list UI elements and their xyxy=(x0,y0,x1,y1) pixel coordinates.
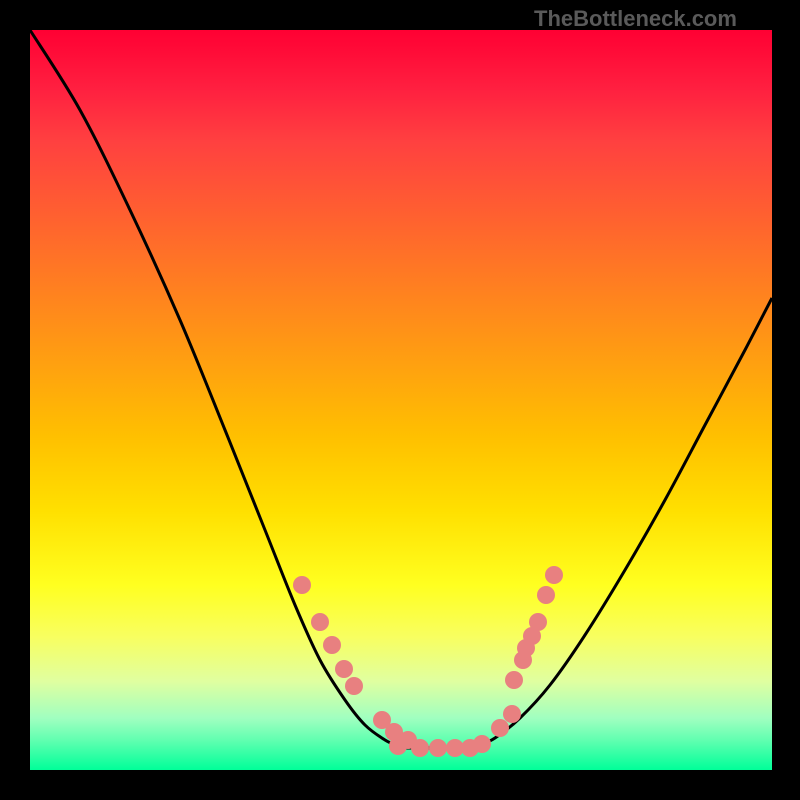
watermark-text: TheBottleneck.com xyxy=(534,6,737,32)
chart-frame: TheBottleneck.com xyxy=(0,0,800,800)
gradient-plot-area xyxy=(30,30,772,770)
